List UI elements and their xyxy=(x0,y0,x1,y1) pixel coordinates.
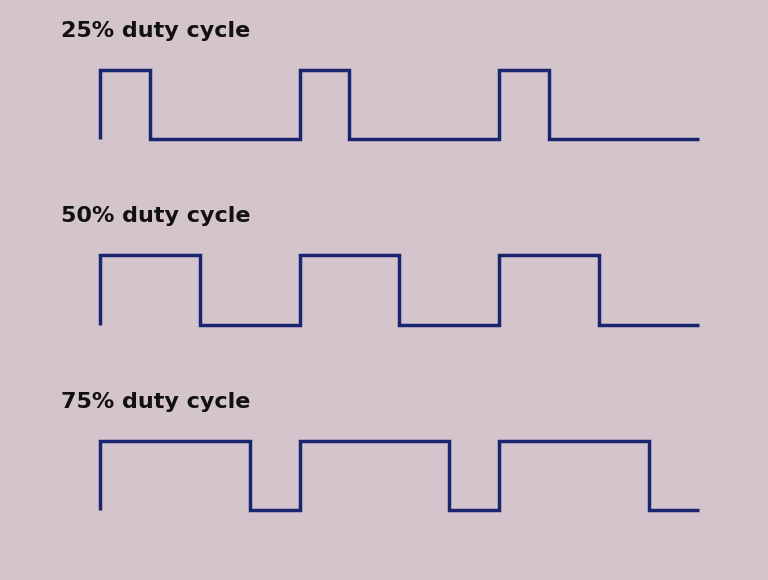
Text: 25% duty cycle: 25% duty cycle xyxy=(61,21,250,41)
Text: 75% duty cycle: 75% duty cycle xyxy=(61,392,251,412)
Text: 50% duty cycle: 50% duty cycle xyxy=(61,206,251,226)
